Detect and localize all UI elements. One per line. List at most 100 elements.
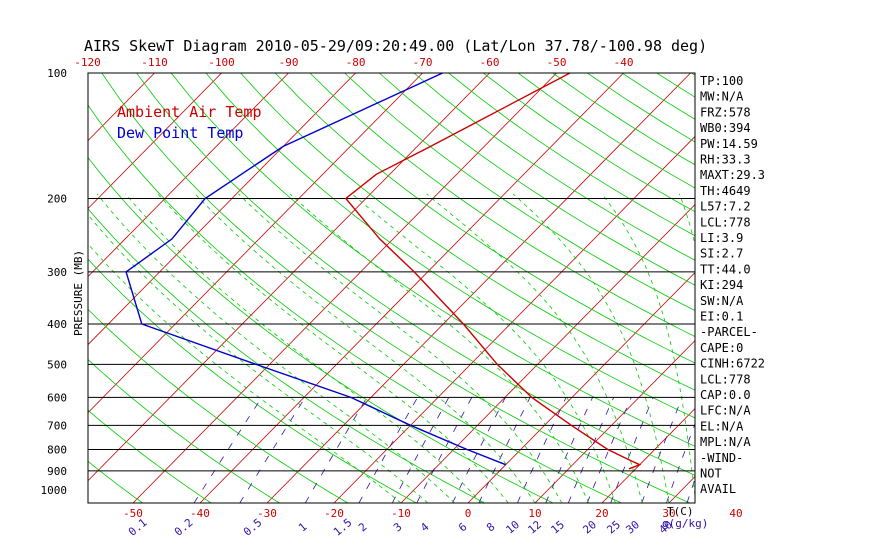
mixing-ratio-tick-label: 20 [580, 518, 599, 536]
mixing-ratio-line [610, 397, 654, 503]
dry-adiabat-line [88, 258, 417, 503]
top-temp-tick-label: -50 [547, 56, 567, 69]
dry-adiabat-line [0, 73, 6, 503]
ambient-temp-line [344, 73, 642, 470]
mixing-ratio-tick-label: 4 [418, 520, 432, 534]
stability-index-item: FRZ:578 [700, 105, 751, 119]
legend-ambient-air-temp: Ambient Air Temp [117, 103, 262, 121]
bottom-temp-tick-label: 10 [528, 507, 541, 520]
top-temp-tick-label: -60 [480, 56, 500, 69]
stability-index-item: PW:14.59 [700, 137, 758, 151]
mixing-ratio-tick-label: 8 [484, 520, 497, 534]
isotherm-grid [0, 73, 695, 503]
isotherm-line [199, 73, 624, 503]
isotherm-line [266, 73, 691, 503]
dry-adiabat-line [101, 73, 691, 503]
mixing-ratio-line [452, 397, 506, 503]
isotherm-line [132, 73, 557, 503]
isotherm-line [0, 73, 21, 503]
stability-index-item: EL:N/A [700, 419, 744, 433]
mixing-ratio-grid [193, 397, 695, 503]
stability-index-item: MAXT:29.3 [700, 168, 765, 182]
mixing-ratio-tick-label: 6 [456, 520, 469, 534]
pressure-tick-label: 200 [47, 193, 67, 206]
moist-adiabat-line [88, 214, 429, 503]
legend: Ambient Air Temp Dew Point Temp [117, 103, 262, 142]
stability-index-item: CAPE:0 [700, 341, 743, 355]
x-axis-label: T(C) [667, 505, 694, 518]
mixing-ratio-line [391, 397, 450, 503]
pressure-tick-label: 600 [47, 391, 67, 404]
mixing-ratio-tick-label: 25 [604, 518, 623, 536]
moist-adiabat-line [96, 193, 455, 503]
dry-adiabat-line [379, 73, 695, 286]
isotherm-line [467, 271, 695, 503]
dry-adiabat-grid [0, 73, 695, 503]
moist-adiabat-line [512, 193, 670, 503]
mixing-ratio-tick-label: 12 [525, 518, 544, 536]
dry-adiabat-line [240, 73, 695, 391]
stability-index-item: LI:3.9 [700, 231, 743, 245]
bottom-temp-tick-label: 20 [595, 507, 608, 520]
moist-adiabat-line [194, 193, 536, 503]
mixing-ratio-tick-label: 2 [356, 520, 369, 534]
dry-adiabat-line [88, 156, 554, 503]
mixing-ratio-tick-label: 15 [548, 518, 567, 536]
bottom-temp-tick-label: -30 [257, 507, 277, 520]
top-temp-tick-label: -120 [74, 56, 101, 69]
isotherm-line [88, 73, 356, 346]
mixing-ratio-line [517, 397, 567, 503]
sounding-series [125, 73, 642, 470]
bottom-temp-tick-label: 30 [662, 507, 675, 520]
pressure-tick-label: 300 [47, 266, 67, 279]
bottom-temp-tick-label: 40 [729, 507, 742, 520]
stability-index-item: WB0:394 [700, 121, 751, 135]
bottom-temp-tick-label: -50 [123, 507, 143, 520]
dry-adiabat-line [88, 358, 280, 503]
isotherm-line [88, 73, 222, 210]
isotherm-line [601, 408, 695, 503]
chart-title: AIRS SkewT Diagram 2010-05-29/09:20:49.0… [84, 37, 707, 55]
stability-index-item: SI:2.7 [700, 247, 743, 261]
dry-adiabat-line [88, 104, 622, 503]
stability-index-item: TP:100 [700, 74, 743, 88]
top-temp-tick-label: -100 [208, 56, 235, 69]
dry-adiabat-line [0, 73, 74, 503]
dry-adiabat-line [170, 73, 695, 447]
top-temp-tick-labels: -120 -110 -100 -90 -80 -70 -60 -50 -40 [74, 56, 633, 69]
mixing-ratio-line [586, 397, 632, 503]
mixing-ratio-unit-label: g(g/kg) [662, 517, 708, 530]
stability-index-item: RH:33.3 [700, 153, 751, 167]
mixing-ratio-line [478, 397, 531, 503]
top-temp-tick-label: -110 [141, 56, 168, 69]
isotherm-line [88, 73, 289, 278]
mixing-ratio-tick-label: 3 [391, 520, 404, 534]
mixing-ratio-line [304, 397, 368, 503]
top-temp-tick-label: -40 [614, 56, 634, 69]
stability-index-item: TH:4649 [700, 184, 751, 198]
isotherm-line [534, 339, 695, 503]
mixing-ratio-line [416, 397, 473, 503]
dewpoint-temp-line [125, 73, 506, 466]
mixing-ratio-line [567, 397, 615, 503]
moist-adiabat-line [289, 193, 589, 503]
isotherm-line [88, 73, 423, 414]
isotherm-line [333, 135, 695, 503]
bottom-temp-tick-labels: -50 -40 -30 -20 -10 0 10 20 30 40 [123, 507, 743, 520]
top-temp-tick-label: -70 [413, 56, 433, 69]
stability-index-item: L57:7.2 [700, 200, 751, 214]
stability-index-item: -PARCEL- [700, 325, 758, 339]
stability-index-item: EI:0.1 [700, 310, 743, 324]
pressure-tick-label: 800 [47, 444, 67, 457]
mixing-ratio-tick-label: 10 [503, 518, 522, 536]
pressure-tick-label: 900 [47, 465, 67, 478]
dry-adiabat-line [309, 73, 695, 338]
dry-adiabat-line [656, 73, 695, 98]
stability-index-item: CINH:6722 [700, 357, 765, 371]
mixing-ratio-line [545, 397, 593, 503]
plot-frame [87, 72, 696, 504]
stability-index-item: NOT [700, 467, 722, 481]
dry-adiabat-line [205, 73, 695, 419]
